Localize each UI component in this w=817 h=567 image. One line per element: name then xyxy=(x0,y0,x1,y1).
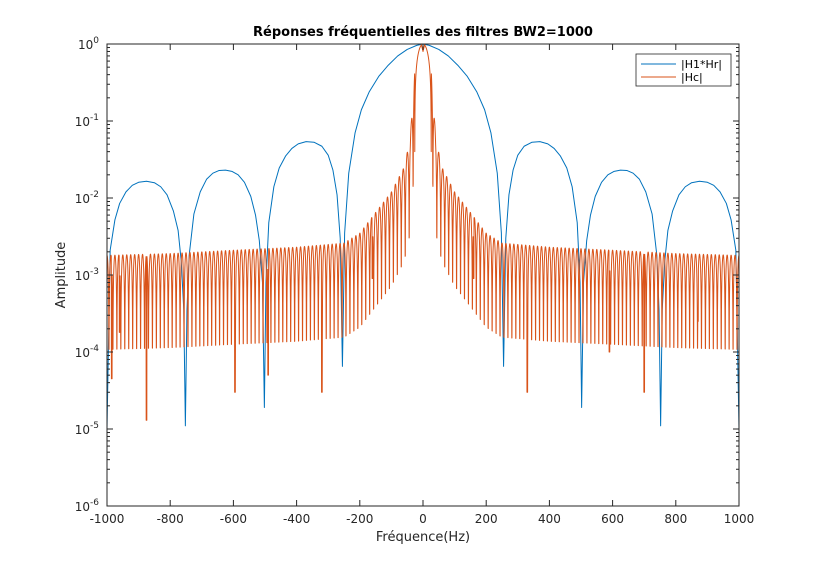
x-tick-label: 1000 xyxy=(724,512,755,526)
x-tick-label: 0 xyxy=(419,512,427,526)
series-line-h1hr xyxy=(107,44,739,430)
x-tick-label: 400 xyxy=(538,512,561,526)
y-tick-label: 10-4 xyxy=(75,344,100,360)
y-tick-label: 10-6 xyxy=(75,498,100,514)
x-tick-label: 800 xyxy=(664,512,687,526)
series-line-hc xyxy=(107,44,739,421)
x-tick-label: -1000 xyxy=(90,512,125,526)
y-axis-label: Amplitude xyxy=(54,242,69,309)
legend-box xyxy=(635,53,732,87)
x-tick-label: -600 xyxy=(220,512,247,526)
x-tick-label: -200 xyxy=(346,512,373,526)
legend-label: |Hc| xyxy=(681,71,703,84)
y-tick-label: 10-3 xyxy=(75,267,99,283)
x-axis-label: Fréquence(Hz) xyxy=(376,530,470,545)
chart-title: Réponses fréquentielles des filtres BW2=… xyxy=(253,25,593,40)
y-tick-label: 10-2 xyxy=(75,190,99,206)
axes-layer: -1000 -800 -600 -400 -200 0 200 400 600 800 1000 10… xyxy=(75,36,755,526)
x-tick-label: -400 xyxy=(283,512,310,526)
x-tick-label: 600 xyxy=(601,512,624,526)
x-tick-label: -800 xyxy=(157,512,184,526)
legend-label: |H1*Hr| xyxy=(681,58,722,71)
y-tick-label: 10-1 xyxy=(75,113,99,129)
series-layer xyxy=(107,44,739,430)
x-tick-label: 200 xyxy=(475,512,498,526)
legend: |H1*Hr||Hc| xyxy=(635,53,732,87)
y-tick-label: 100 xyxy=(78,36,99,52)
y-tick-label: 10-5 xyxy=(75,421,99,437)
